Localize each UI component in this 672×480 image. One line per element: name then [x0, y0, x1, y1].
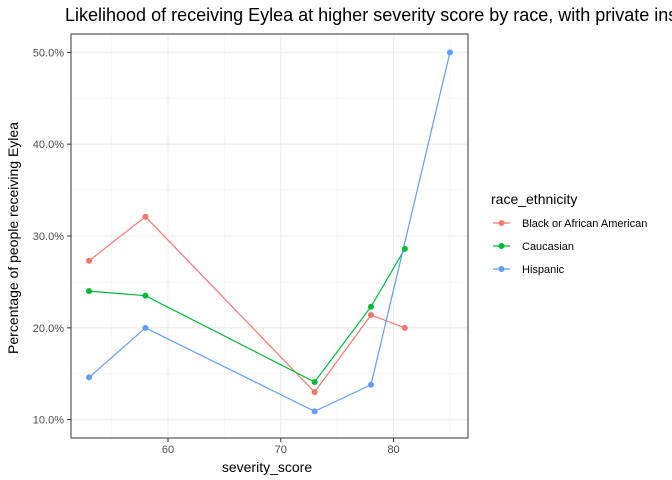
chart-title: Likelihood of receiving Eylea at higher …: [65, 5, 672, 25]
data-point: [446, 49, 453, 56]
data-point: [401, 324, 408, 331]
data-points: [86, 49, 453, 415]
data-point: [401, 245, 408, 252]
x-axis-title: severity_score: [222, 459, 312, 475]
data-point: [311, 408, 318, 415]
y-tick-label: 20.0%: [33, 323, 64, 335]
axes: 60 70 80 10.0% 20.0% 30.0% 40.0% 50.0%: [33, 33, 469, 456]
data-point: [142, 324, 149, 331]
y-tick-label: 30.0%: [33, 231, 64, 243]
legend-label: Black or African American: [522, 218, 647, 230]
data-point: [142, 213, 149, 220]
legend-key-point: [498, 220, 505, 226]
data-point: [311, 378, 318, 385]
legend-key-point: [498, 243, 505, 249]
legend-item: Hispanic: [493, 264, 565, 276]
legend-label: Hispanic: [522, 264, 565, 276]
data-point: [368, 381, 375, 388]
data-point: [86, 257, 93, 264]
y-tick-label: 50.0%: [33, 47, 64, 59]
data-point: [368, 311, 375, 318]
x-tick-label: 60: [162, 444, 174, 456]
gridlines: [71, 34, 468, 438]
data-point: [86, 374, 93, 381]
legend-key-point: [498, 266, 505, 272]
legend: race_ethnicity Black or African American…: [491, 191, 647, 276]
data-point: [368, 303, 375, 310]
legend-item: Caucasian: [493, 241, 574, 253]
y-tick-label: 10.0%: [33, 415, 64, 427]
y-tick-label: 40.0%: [33, 139, 64, 151]
legend-label: Caucasian: [522, 241, 574, 253]
data-point: [86, 288, 93, 295]
x-tick-label: 70: [275, 444, 287, 456]
data-point: [142, 292, 149, 299]
data-point: [311, 389, 318, 396]
x-tick-label: 80: [387, 444, 399, 456]
legend-title: race_ethnicity: [491, 191, 577, 207]
legend-item: Black or African American: [493, 218, 647, 230]
y-axis-title: Percentage of people receiving Eylea: [5, 122, 21, 354]
